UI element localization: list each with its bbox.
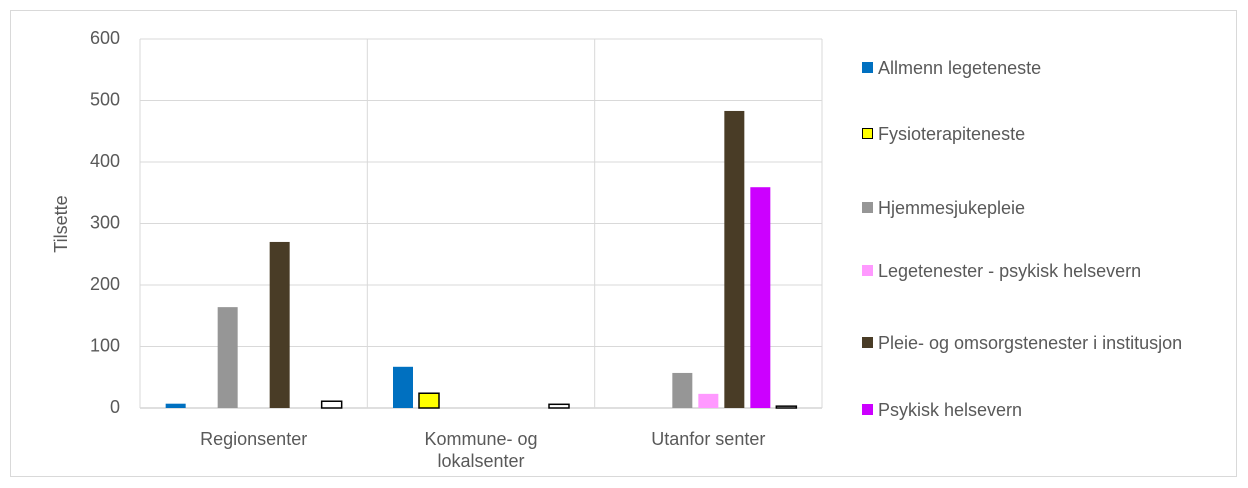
y-tick-label: 600 <box>90 28 120 48</box>
bar <box>724 110 745 408</box>
bar <box>418 392 440 409</box>
y-tick-label: 200 <box>90 274 120 294</box>
bar <box>320 400 343 409</box>
bar <box>217 307 238 408</box>
legend-swatch <box>862 202 873 213</box>
legend-label: Pleie- og omsorgstenester i institusjon <box>878 333 1183 353</box>
y-tick-label: 400 <box>90 151 120 171</box>
x-tick-label: Regionsenter <box>200 429 308 449</box>
bar <box>393 366 413 408</box>
legend-swatch <box>862 265 873 276</box>
x-tick-label: Kommune- og lokalsenter <box>424 429 538 471</box>
bar <box>165 403 186 408</box>
bar <box>750 187 771 408</box>
legend-label: Legetenester - psykisk helsevern <box>878 261 1142 281</box>
bar <box>775 405 798 409</box>
legend-swatch <box>862 337 873 348</box>
legend-label: Fysioterapiteneste <box>878 124 1026 144</box>
y-tick-label: 500 <box>90 89 120 109</box>
y-tick-label: 0 <box>110 397 120 417</box>
chart-border <box>10 10 1237 477</box>
y-tick-label: 100 <box>90 335 120 355</box>
bar <box>672 372 693 408</box>
legend-swatch <box>862 404 873 415</box>
legend-swatch <box>862 128 873 139</box>
y-tick-label: 300 <box>90 212 120 232</box>
bar <box>698 393 719 408</box>
x-tick-label: Utanfor senter <box>651 429 766 449</box>
bar <box>548 403 570 409</box>
legend-label: Psykisk helsevern <box>878 400 1023 420</box>
legend-label: Hjemmesjukepleie <box>878 198 1026 218</box>
bar <box>269 241 290 408</box>
y-axis-label: Tilsette <box>51 195 71 252</box>
legend-swatch <box>862 62 873 73</box>
legend-label: Allmenn legeteneste <box>878 58 1042 78</box>
